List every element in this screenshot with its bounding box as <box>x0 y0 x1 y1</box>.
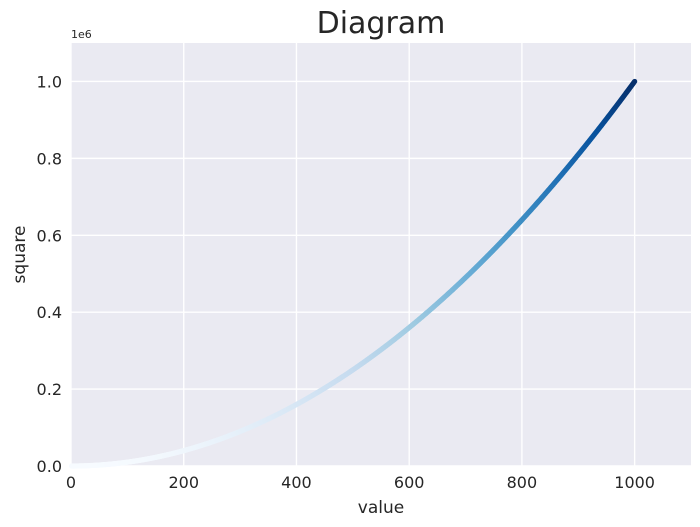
y-tick-label: 0.4 <box>37 303 62 322</box>
data-points <box>68 78 638 469</box>
y-tick-label: 1.0 <box>37 72 62 91</box>
x-tick-label: 0 <box>66 473 76 492</box>
grid <box>70 43 691 467</box>
y-axis-label: square <box>10 226 30 284</box>
y-tick-labels: 0.0 0.2 0.4 0.6 0.8 1.0 <box>37 72 62 476</box>
x-tick-label: 800 <box>507 473 538 492</box>
x-tick-label: 1000 <box>614 473 655 492</box>
y-tick-label: 0.2 <box>37 380 62 399</box>
data-point <box>632 78 638 85</box>
y-offset-label: 1e6 <box>71 28 92 41</box>
x-tick-labels: 0 200 400 600 800 1000 <box>66 473 655 492</box>
x-axis-label: value <box>358 498 404 518</box>
chart-title: Diagram <box>317 6 446 41</box>
x-tick-label: 600 <box>394 473 425 492</box>
x-tick-label: 400 <box>281 473 312 492</box>
x-tick-label: 200 <box>168 473 199 492</box>
plot-area <box>71 43 691 466</box>
y-tick-label: 0.0 <box>37 457 62 476</box>
y-tick-label: 0.8 <box>37 149 62 168</box>
y-tick-label: 0.6 <box>37 226 62 245</box>
